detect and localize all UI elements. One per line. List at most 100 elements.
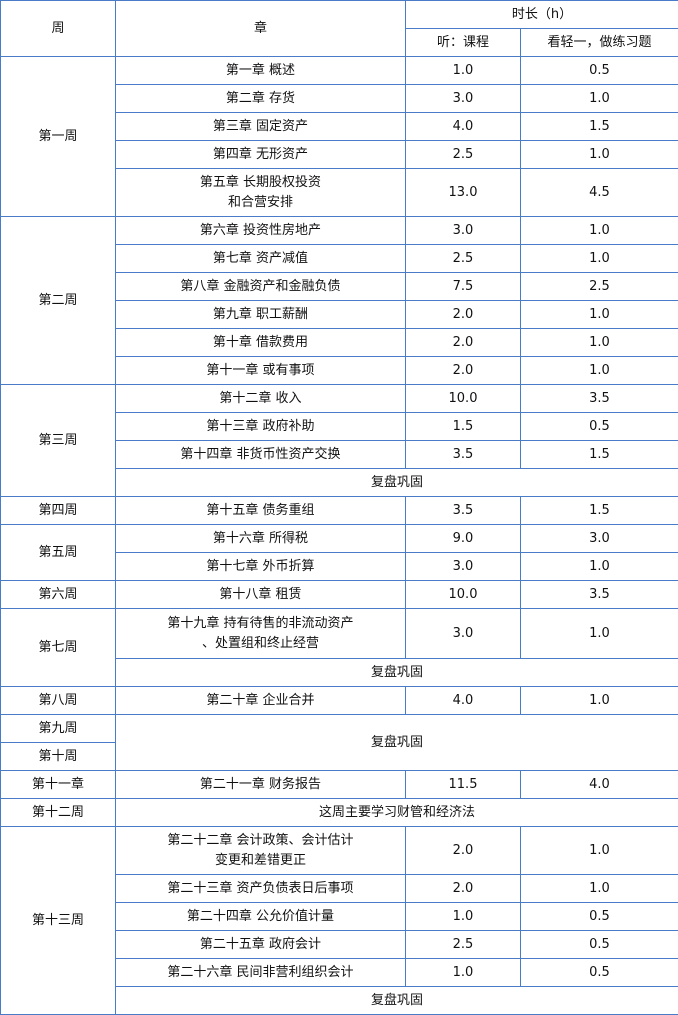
chapter-cell: 第十章 借款费用 xyxy=(115,328,406,357)
chapter-cell: 第九章 职工薪酬 xyxy=(115,300,406,329)
chapter-cell: 第二十六章 民间非营利组织会计 xyxy=(115,958,406,987)
practice-hours-cell: 0.5 xyxy=(520,56,678,85)
chapter-cell: 第十二章 收入 xyxy=(115,384,406,413)
table-row: 第二周 第六章 投资性房地产 3.0 1.0 xyxy=(0,216,678,385)
practice-hours-cell: 3.5 xyxy=(520,580,678,609)
chapter-cell: 第二章 存货 xyxy=(115,84,406,113)
chapter-cell: 第五章 长期股权投资 和合营安排 xyxy=(115,168,406,217)
table-row: 第五周 第十六章 所得税 9.0 3.0 xyxy=(0,524,678,581)
practice-hours-cell: 1.0 xyxy=(520,244,678,273)
table-row: 第十四章 非货币性资产交换 3.5 1.5 xyxy=(1,440,678,469)
week-cell: 第五周 xyxy=(0,524,116,581)
listen-hours-cell: 2.0 xyxy=(405,356,521,385)
listen-hours-cell: 10.0 xyxy=(405,580,521,609)
chapter-cell: 第一章 概述 xyxy=(115,56,406,85)
table-row: 第二十六章 民间非营利组织会计 1.0 0.5 xyxy=(1,958,678,987)
table-row: 第四周 第十五章 债务重组 3.5 1.5 xyxy=(0,496,678,525)
practice-hours-cell: 1.0 xyxy=(520,552,678,581)
header-duration: 时长（h） xyxy=(405,0,678,29)
listen-hours-cell: 3.0 xyxy=(405,608,521,659)
table-row: 第十三周 第二十二章 会计政策、会计估计 变更和差错更正 2.0 1.0 xyxy=(0,826,678,1015)
week-cell: 第一周 xyxy=(0,56,116,217)
header-chapter: 章 xyxy=(115,0,406,57)
table-row: 第十三章 政府补助 1.5 0.5 xyxy=(1,412,678,441)
chapter-cell: 第十九章 持有待售的非流动资产 、处置组和终止经营 xyxy=(115,608,406,659)
table-row: 第一周 第一章 概述 1.0 0.5 xyxy=(0,56,678,217)
chapter-cell: 第十七章 外币折算 xyxy=(115,552,406,581)
listen-hours-cell: 13.0 xyxy=(405,168,521,217)
practice-hours-cell: 1.0 xyxy=(520,328,678,357)
week-cell: 第二周 xyxy=(0,216,116,385)
chapter-cell: 第七章 资产减值 xyxy=(115,244,406,273)
listen-hours-cell: 9.0 xyxy=(405,524,521,553)
practice-hours-cell: 0.5 xyxy=(520,412,678,441)
week-cell: 第十一章 xyxy=(0,770,116,799)
practice-hours-cell: 1.0 xyxy=(520,140,678,169)
table-row: 第十一章 或有事项 2.0 1.0 xyxy=(1,356,678,385)
listen-hours-cell: 3.5 xyxy=(405,496,521,525)
chapter-cell: 第十八章 租赁 xyxy=(115,580,406,609)
week-cell: 第三周 xyxy=(0,384,116,497)
week-cell: 第八周 xyxy=(0,686,116,715)
practice-hours-cell: 4.0 xyxy=(520,770,678,799)
listen-hours-cell: 1.5 xyxy=(405,412,521,441)
week-cell: 第十三周 xyxy=(0,826,116,1015)
listen-hours-cell: 7.5 xyxy=(405,272,521,301)
listen-hours-cell: 1.0 xyxy=(405,902,521,931)
table-row: 复盘巩固 xyxy=(1,468,678,497)
chapter-cell: 第十六章 所得税 xyxy=(115,524,406,553)
chapter-cell: 第十三章 政府补助 xyxy=(115,412,406,441)
listen-hours-cell: 3.0 xyxy=(405,552,521,581)
chapter-cell: 第十一章 或有事项 xyxy=(115,356,406,385)
chapter-cell: 第二十章 企业合并 xyxy=(115,686,406,715)
practice-hours-cell: 1.0 xyxy=(520,356,678,385)
chapter-cell: 第二十三章 资产负债表日后事项 xyxy=(115,874,406,903)
header-listen: 听：课程 xyxy=(405,28,521,57)
table-row: 第七周 第十九章 持有待售的非流动资产 、处置组和终止经营 3.0 1.0 xyxy=(0,608,678,687)
table-row: 第十七章 外币折算 3.0 1.0 xyxy=(1,552,678,581)
table-row: 第二章 存货 3.0 1.0 xyxy=(1,84,678,113)
practice-hours-cell: 2.5 xyxy=(520,272,678,301)
practice-hours-cell: 3.5 xyxy=(520,384,678,413)
review-cell: 复盘巩固 xyxy=(115,468,678,497)
header-practice: 看轻一，做练习题 xyxy=(520,28,678,57)
practice-hours-cell: 3.0 xyxy=(520,524,678,553)
review-cell: 复盘巩固 xyxy=(115,714,678,771)
practice-hours-cell: 0.5 xyxy=(520,930,678,959)
chapter-cell: 第十五章 债务重组 xyxy=(115,496,406,525)
chapter-cell: 第二十五章 政府会计 xyxy=(115,930,406,959)
practice-hours-cell: 1.0 xyxy=(520,826,678,875)
chapter-cell: 第十四章 非货币性资产交换 xyxy=(115,440,406,469)
chapter-cell: 第八章 金融资产和金融负债 xyxy=(115,272,406,301)
table-row: 第三章 固定资产 4.0 1.5 xyxy=(1,112,678,141)
listen-hours-cell: 2.5 xyxy=(405,140,521,169)
table-row: 第九章 职工薪酬 2.0 1.0 xyxy=(1,300,678,329)
listen-hours-cell: 4.0 xyxy=(405,112,521,141)
listen-hours-cell: 2.5 xyxy=(405,930,521,959)
table-row: 第三周 第十二章 收入 10.0 3.5 xyxy=(0,384,678,497)
table-row: 第二十三章 资产负债表日后事项 2.0 1.0 xyxy=(1,874,678,903)
listen-hours-cell: 2.0 xyxy=(405,300,521,329)
practice-hours-cell: 1.0 xyxy=(520,686,678,715)
table-row: 第四章 无形资产 2.5 1.0 xyxy=(1,140,678,169)
header-week: 周 xyxy=(0,0,116,57)
table-row: 第六周 第十八章 租赁 10.0 3.5 xyxy=(0,580,678,609)
practice-hours-cell: 4.5 xyxy=(520,168,678,217)
listen-hours-cell: 3.0 xyxy=(405,84,521,113)
week-cell: 第六周 xyxy=(0,580,116,609)
table-row: 第八章 金融资产和金融负债 7.5 2.5 xyxy=(1,272,678,301)
practice-hours-cell: 1.0 xyxy=(520,608,678,659)
week-cell: 第十二周 xyxy=(0,798,116,827)
listen-hours-cell: 1.0 xyxy=(405,56,521,85)
week-cell: 第九周 xyxy=(0,714,116,743)
listen-hours-cell: 2.0 xyxy=(405,826,521,875)
listen-hours-cell: 2.0 xyxy=(405,328,521,357)
week-cell: 第十周 xyxy=(0,742,116,771)
practice-hours-cell: 0.5 xyxy=(520,902,678,931)
practice-hours-cell: 1.0 xyxy=(520,84,678,113)
practice-hours-cell: 1.5 xyxy=(520,496,678,525)
listen-hours-cell: 3.5 xyxy=(405,440,521,469)
listen-hours-cell: 3.0 xyxy=(405,216,521,245)
review-cell: 复盘巩固 xyxy=(115,658,678,687)
